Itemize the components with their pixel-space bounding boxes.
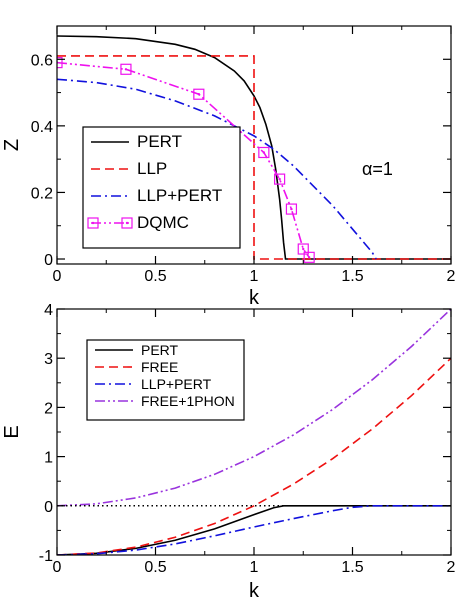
legend-box [82,126,241,249]
legend-label-llp-pert: LLP+PERT [137,186,222,205]
legend-label-free-1phon: FREE+1PHON [141,393,235,409]
y-tick-label: -1 [39,548,53,565]
series-line-free [57,357,451,555]
y-tick-label: 0.4 [31,119,53,136]
data-point-dot-dqmc [197,93,201,96]
data-point-dqmc [297,243,309,255]
data-point-dqmc [285,203,298,215]
x-axis-label: k [249,580,260,599]
x-tick-label: 2 [447,268,456,285]
x-tick-label: 1.5 [341,268,363,285]
chart-z-vs-k: 0 0.5 1 1.5 2 0 0.2 0.4 0.6 k Zα=1 PERT LLP LLP+PERT D… [1,25,456,309]
series-line-pert [57,35,451,260]
legend: PERT LLP LLP+PERT DQMC [82,126,241,249]
legend-marker-dqmc [121,217,133,229]
data-point-dqmc [193,88,205,100]
legend-marker-dot-dqmc [125,221,129,225]
x-tick-label: 1.5 [341,559,363,576]
y-tick-label: 0.6 [31,52,53,69]
series-line-free-1phon [57,309,451,507]
legend-label-llp: LLP [137,159,167,178]
y-axis-label: E [1,425,23,438]
legend-marker-dqmc [87,217,99,229]
data-point-dqmc [120,63,132,75]
data-point-dot-dqmc [124,68,128,71]
legend-marker-dot-dqmc [91,221,95,225]
data-point-dot-dqmc [290,207,293,211]
y-tick-label: 3 [44,351,53,368]
y-tick-label: 1 [44,450,53,467]
y-tick-label: 0 [44,252,53,269]
series-line-dqmc [57,61,310,258]
legend-label-pert: PERT [137,132,182,151]
x-tick-label: 1 [250,559,259,576]
y-tick-label: 2 [44,400,53,417]
x-tick-label: 0.5 [144,268,166,285]
data-point-dqmc [57,57,63,69]
data-point-dot-dqmc [307,256,311,259]
y-tick-label: 0.2 [31,185,53,202]
legend-label-dqmc: DQMC [137,213,189,232]
x-tick-label: 0 [53,268,62,285]
x-tick-label: 1 [250,268,259,285]
legend-label-pert: PERT [141,342,179,358]
data-point-dot-dqmc [262,151,266,154]
series-line-llp-pert [57,78,377,260]
legend-label-llp-pert: LLP+PERT [141,376,212,392]
y-tick-label: 0 [44,499,53,516]
x-tick-label: 2 [447,559,456,576]
chart-e-vs-k: 0 0.5 1 1.5 2-101234kEPERTFREELLP+PERTFREE+1… [1,302,456,602]
data-point-dqmc [258,146,270,159]
x-tick-label: 0.5 [144,559,166,576]
data-point-dot-dqmc [278,177,281,181]
legend-label-free: FREE [141,359,178,375]
data-point-dqmc [303,251,315,263]
y-tick-label: 4 [44,302,53,319]
y-axis-label: Z [1,139,23,151]
data-point-dqmc [274,173,286,185]
data-point-dot-dqmc [302,247,305,251]
annotation-alpha: α=1 [362,159,393,179]
series-line-llp-pert [57,504,451,555]
series-line-pert [57,504,451,555]
legend-box [86,339,245,421]
x-axis-label: k [249,287,260,309]
series-group [57,309,451,555]
x-tick-label: 0 [53,559,62,576]
